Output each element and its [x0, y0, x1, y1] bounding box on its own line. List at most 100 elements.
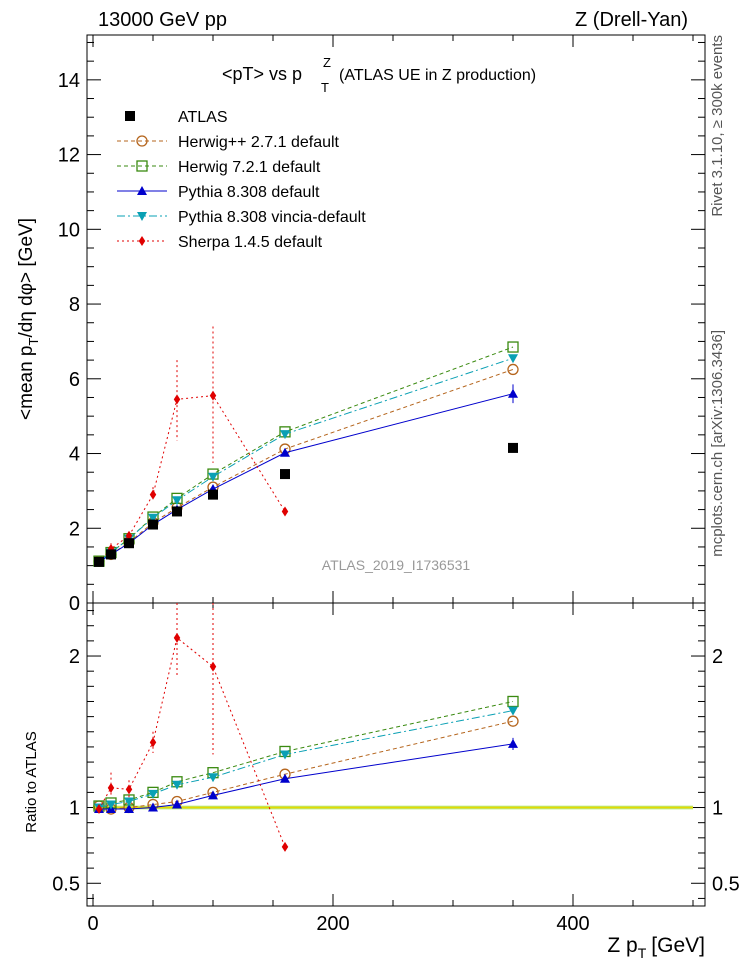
series-1-line-top	[98, 346, 514, 562]
legend-label-1: Herwig 7.2.1 default	[178, 159, 321, 176]
y-tick-label-bottom-right: 2	[712, 646, 723, 668]
series-0-line-top	[98, 368, 514, 562]
series-3-point-bottom	[208, 773, 218, 783]
series-2-point-bottom	[124, 804, 134, 814]
atlas-point-top	[124, 538, 134, 549]
rivet-label: Rivet 3.1.10, ≥ 300k events	[709, 35, 726, 217]
legend-label-4: Sherpa 1.4.5 default	[178, 234, 323, 251]
series-3-point-top	[508, 354, 518, 364]
y-label-bottom: Ratio to ATLAS	[23, 731, 40, 832]
series-1-point-top	[507, 341, 519, 353]
series-2-line-top	[98, 393, 514, 563]
legend-marker-2	[137, 186, 147, 195]
y-tick-label-bottom: 0.5	[52, 873, 80, 895]
atlas-point-top	[208, 489, 218, 500]
series-2-point-bottom	[148, 802, 158, 812]
series-bottom	[93, 603, 519, 852]
series-3-point-bottom	[172, 780, 182, 790]
series-top	[93, 326, 519, 567]
series-4-point-bottom	[125, 784, 133, 795]
series-4-point-bottom	[173, 632, 181, 643]
legend-marker-4	[138, 236, 146, 246]
series-1-point-bottom	[507, 695, 519, 708]
header-left: 13000 GeV pp	[98, 9, 227, 31]
legend-marker-3	[137, 212, 147, 221]
series-2-point-bottom	[172, 799, 182, 809]
series-3-line-top	[98, 357, 514, 562]
legend-marker-0	[136, 135, 148, 147]
atlas-point-top	[172, 506, 182, 517]
title-sup: Z	[323, 55, 331, 70]
series-4-point-top	[209, 390, 217, 401]
y-label-top-b: /dη dφ> [GeV]	[16, 218, 37, 338]
y-tick-label-top: 0	[69, 593, 80, 615]
atlas-point-top	[508, 442, 518, 453]
x-label-sub: T	[638, 945, 647, 961]
bottom-panel-frame	[86, 602, 706, 907]
legend-label-0: Herwig++ 2.7.1 default	[178, 134, 340, 151]
y-tick-label-bottom: 1	[69, 798, 80, 820]
y-tick-label-top: 2	[69, 518, 80, 540]
y-tick-label-top: 8	[69, 294, 80, 316]
series-4-point-top	[281, 506, 289, 517]
x-tick-label: 400	[556, 913, 589, 935]
legend: ATLAS Herwig++ 2.7.1 default Herwig 7.2.1 …	[117, 109, 366, 251]
y-label-top-sub: T	[26, 338, 41, 346]
series-2-point-top	[280, 447, 290, 457]
y-tick-label-bottom-right: 0.5	[712, 873, 740, 895]
series-3-point-bottom	[148, 789, 158, 799]
title-main: <pT> vs p	[222, 64, 302, 84]
series-3-point-bottom	[106, 800, 116, 810]
x-tick-label: 200	[316, 913, 349, 935]
series-3-point-top	[280, 430, 290, 440]
legend-label-2: Pythia 8.308 default	[178, 184, 320, 201]
series-3-line-bottom	[98, 710, 514, 809]
ratio-reference-band	[93, 805, 693, 810]
legend-label-atlas: ATLAS	[178, 109, 228, 126]
atlas-point-top	[148, 519, 158, 530]
series-3-point-bottom	[124, 797, 134, 807]
header-right: Z (Drell-Yan)	[575, 9, 688, 31]
chart-title: <pT> vs p Z T (ATLAS UE in Z production)	[222, 55, 536, 95]
series-0-point-top	[507, 363, 519, 376]
title-sub: T	[321, 80, 329, 95]
series-4-point-top	[173, 394, 181, 405]
series-4-point-bottom	[209, 661, 217, 672]
series-3-point-top	[148, 513, 158, 523]
x-label-unit: [GeV]	[651, 934, 705, 957]
series-4-point-bottom	[95, 804, 103, 815]
series-3-point-bottom	[280, 750, 290, 760]
legend-marker-1	[136, 160, 148, 172]
series-2-point-bottom	[208, 790, 218, 800]
mcplots-label: mcplots.cern.ch [arXiv:1306.3436]	[709, 330, 726, 557]
y-label-top: <mean pT/dη dφ> [GeV]	[16, 218, 41, 420]
series-3-point-bottom	[508, 706, 518, 716]
y-label-top-a: <mean p	[16, 346, 37, 420]
series-0-point-bottom	[507, 715, 519, 727]
x-label-main: Z p	[607, 934, 637, 957]
legend-marker-atlas	[125, 111, 135, 121]
atlas-point-top	[94, 556, 104, 567]
series-3-point-top	[208, 472, 218, 482]
series-4-point-top	[149, 489, 157, 500]
atlas-point-top	[280, 469, 290, 480]
series-4-line-bottom	[98, 636, 286, 848]
x-tick-label: 0	[87, 913, 98, 935]
atlas-point-top	[106, 549, 116, 560]
y-tick-label-top: 10	[58, 219, 80, 241]
y-tick-label-top: 12	[58, 145, 80, 167]
legend-label-3: Pythia 8.308 vincia-default	[178, 209, 366, 226]
analysis-watermark: ATLAS_2019_I1736531	[322, 557, 471, 573]
y-tick-label-top: 14	[58, 70, 80, 92]
y-tick-label-bottom-right: 1	[712, 798, 723, 820]
series-3-point-top	[172, 496, 182, 506]
x-label: Z pT [GeV]	[607, 934, 705, 961]
y-tick-label-bottom: 2	[69, 646, 80, 668]
series-4-point-bottom	[281, 841, 289, 852]
series-2-point-bottom	[280, 773, 290, 783]
y-tick-label-top: 6	[69, 369, 80, 391]
y-tick-label-top: 4	[69, 444, 80, 466]
series-2-line-bottom	[99, 743, 514, 810]
series-0-line-bottom	[98, 720, 514, 810]
